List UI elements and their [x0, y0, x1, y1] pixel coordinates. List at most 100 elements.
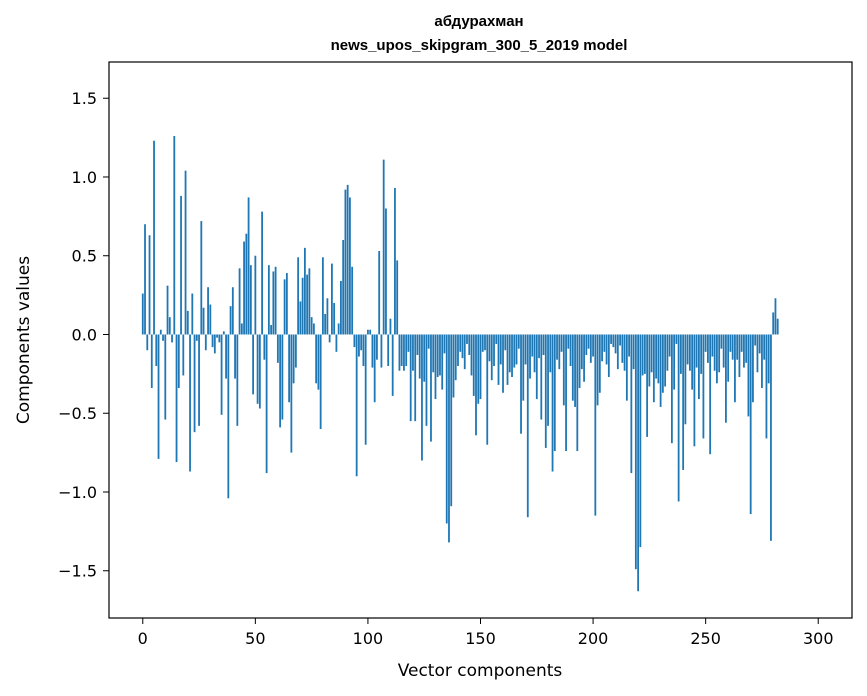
- bar: [601, 334, 603, 362]
- bar: [729, 334, 732, 352]
- chart-title: абдурахман: [434, 13, 523, 30]
- bar: [711, 334, 714, 357]
- bar: [157, 334, 160, 459]
- bar: [461, 334, 464, 359]
- bar: [425, 334, 428, 426]
- bar: [227, 334, 230, 499]
- bar: [238, 268, 241, 335]
- bar: [551, 334, 554, 472]
- bar: [195, 334, 198, 341]
- bar: [747, 334, 750, 417]
- bar: [738, 334, 741, 378]
- bar: [175, 334, 178, 463]
- bar: [542, 334, 545, 355]
- bar: [409, 334, 412, 422]
- bar: [562, 334, 565, 406]
- bar: [596, 334, 599, 406]
- bar: [432, 334, 435, 373]
- bar: [443, 334, 446, 354]
- y-axis-label: Components values: [14, 256, 34, 424]
- bar: [292, 334, 295, 384]
- bar: [200, 221, 203, 335]
- bar: [580, 334, 583, 370]
- bar: [362, 334, 365, 366]
- bar: [560, 334, 563, 352]
- bar: [416, 334, 419, 355]
- bar: [184, 170, 187, 335]
- bar: [763, 334, 766, 360]
- bar: [182, 334, 185, 376]
- bar: [146, 334, 149, 351]
- bars-group: [141, 136, 779, 592]
- bar: [488, 334, 491, 362]
- bar: [767, 334, 770, 384]
- bar: [553, 334, 556, 452]
- bar: [299, 301, 302, 335]
- bar: [625, 334, 628, 401]
- bar: [308, 268, 311, 335]
- bar: [283, 279, 286, 335]
- bar: [637, 334, 640, 592]
- bar: [274, 266, 277, 335]
- bar: [236, 334, 239, 426]
- bar: [538, 334, 540, 359]
- bar: [331, 263, 333, 335]
- bar: [598, 334, 601, 393]
- x-tick-label: 100: [353, 629, 384, 648]
- bar: [639, 334, 642, 548]
- bar: [159, 329, 162, 335]
- bar: [173, 136, 176, 335]
- bar: [261, 211, 263, 335]
- bar: [243, 241, 245, 335]
- bar: [682, 334, 685, 470]
- bar: [209, 304, 212, 335]
- bar: [189, 334, 191, 472]
- bar: [695, 334, 698, 368]
- bar: [396, 260, 399, 335]
- bar: [466, 334, 468, 344]
- bar: [166, 285, 169, 335]
- bar: [511, 334, 513, 378]
- bar: [247, 197, 250, 335]
- bar: [540, 334, 543, 420]
- bar: [144, 224, 146, 335]
- bar: [549, 334, 552, 373]
- bar: [249, 265, 252, 335]
- x-tick-label: 50: [245, 629, 265, 648]
- bar: [414, 334, 417, 422]
- bar: [657, 334, 660, 384]
- bar: [457, 334, 459, 366]
- bar: [770, 334, 772, 541]
- bar: [544, 334, 547, 448]
- bar: [360, 334, 363, 351]
- bar: [423, 334, 426, 382]
- bar: [761, 334, 763, 389]
- bar: [522, 334, 525, 401]
- bar: [245, 233, 248, 335]
- bar: [265, 334, 268, 474]
- bar: [526, 334, 529, 518]
- bar: [141, 293, 144, 335]
- bar: [398, 334, 401, 371]
- bar: [153, 140, 155, 335]
- bar: [234, 334, 236, 379]
- x-axis: 0 50 100 150 200 250 300: [138, 618, 834, 648]
- bar: [698, 334, 700, 400]
- bar: [373, 334, 376, 403]
- bar: [592, 334, 594, 357]
- bar: [263, 334, 266, 360]
- bar: [344, 189, 347, 335]
- bar: [267, 265, 270, 335]
- bar: [376, 334, 378, 360]
- bar: [749, 334, 752, 515]
- bar: [754, 334, 757, 346]
- bar: [508, 334, 511, 373]
- bar: [448, 334, 450, 543]
- bar: [204, 334, 207, 351]
- bar: [475, 334, 477, 436]
- bar: [294, 334, 297, 368]
- y-tick-label: 0.0: [72, 325, 97, 344]
- bar: [517, 334, 520, 349]
- bar: [486, 334, 489, 445]
- bar: [186, 310, 189, 335]
